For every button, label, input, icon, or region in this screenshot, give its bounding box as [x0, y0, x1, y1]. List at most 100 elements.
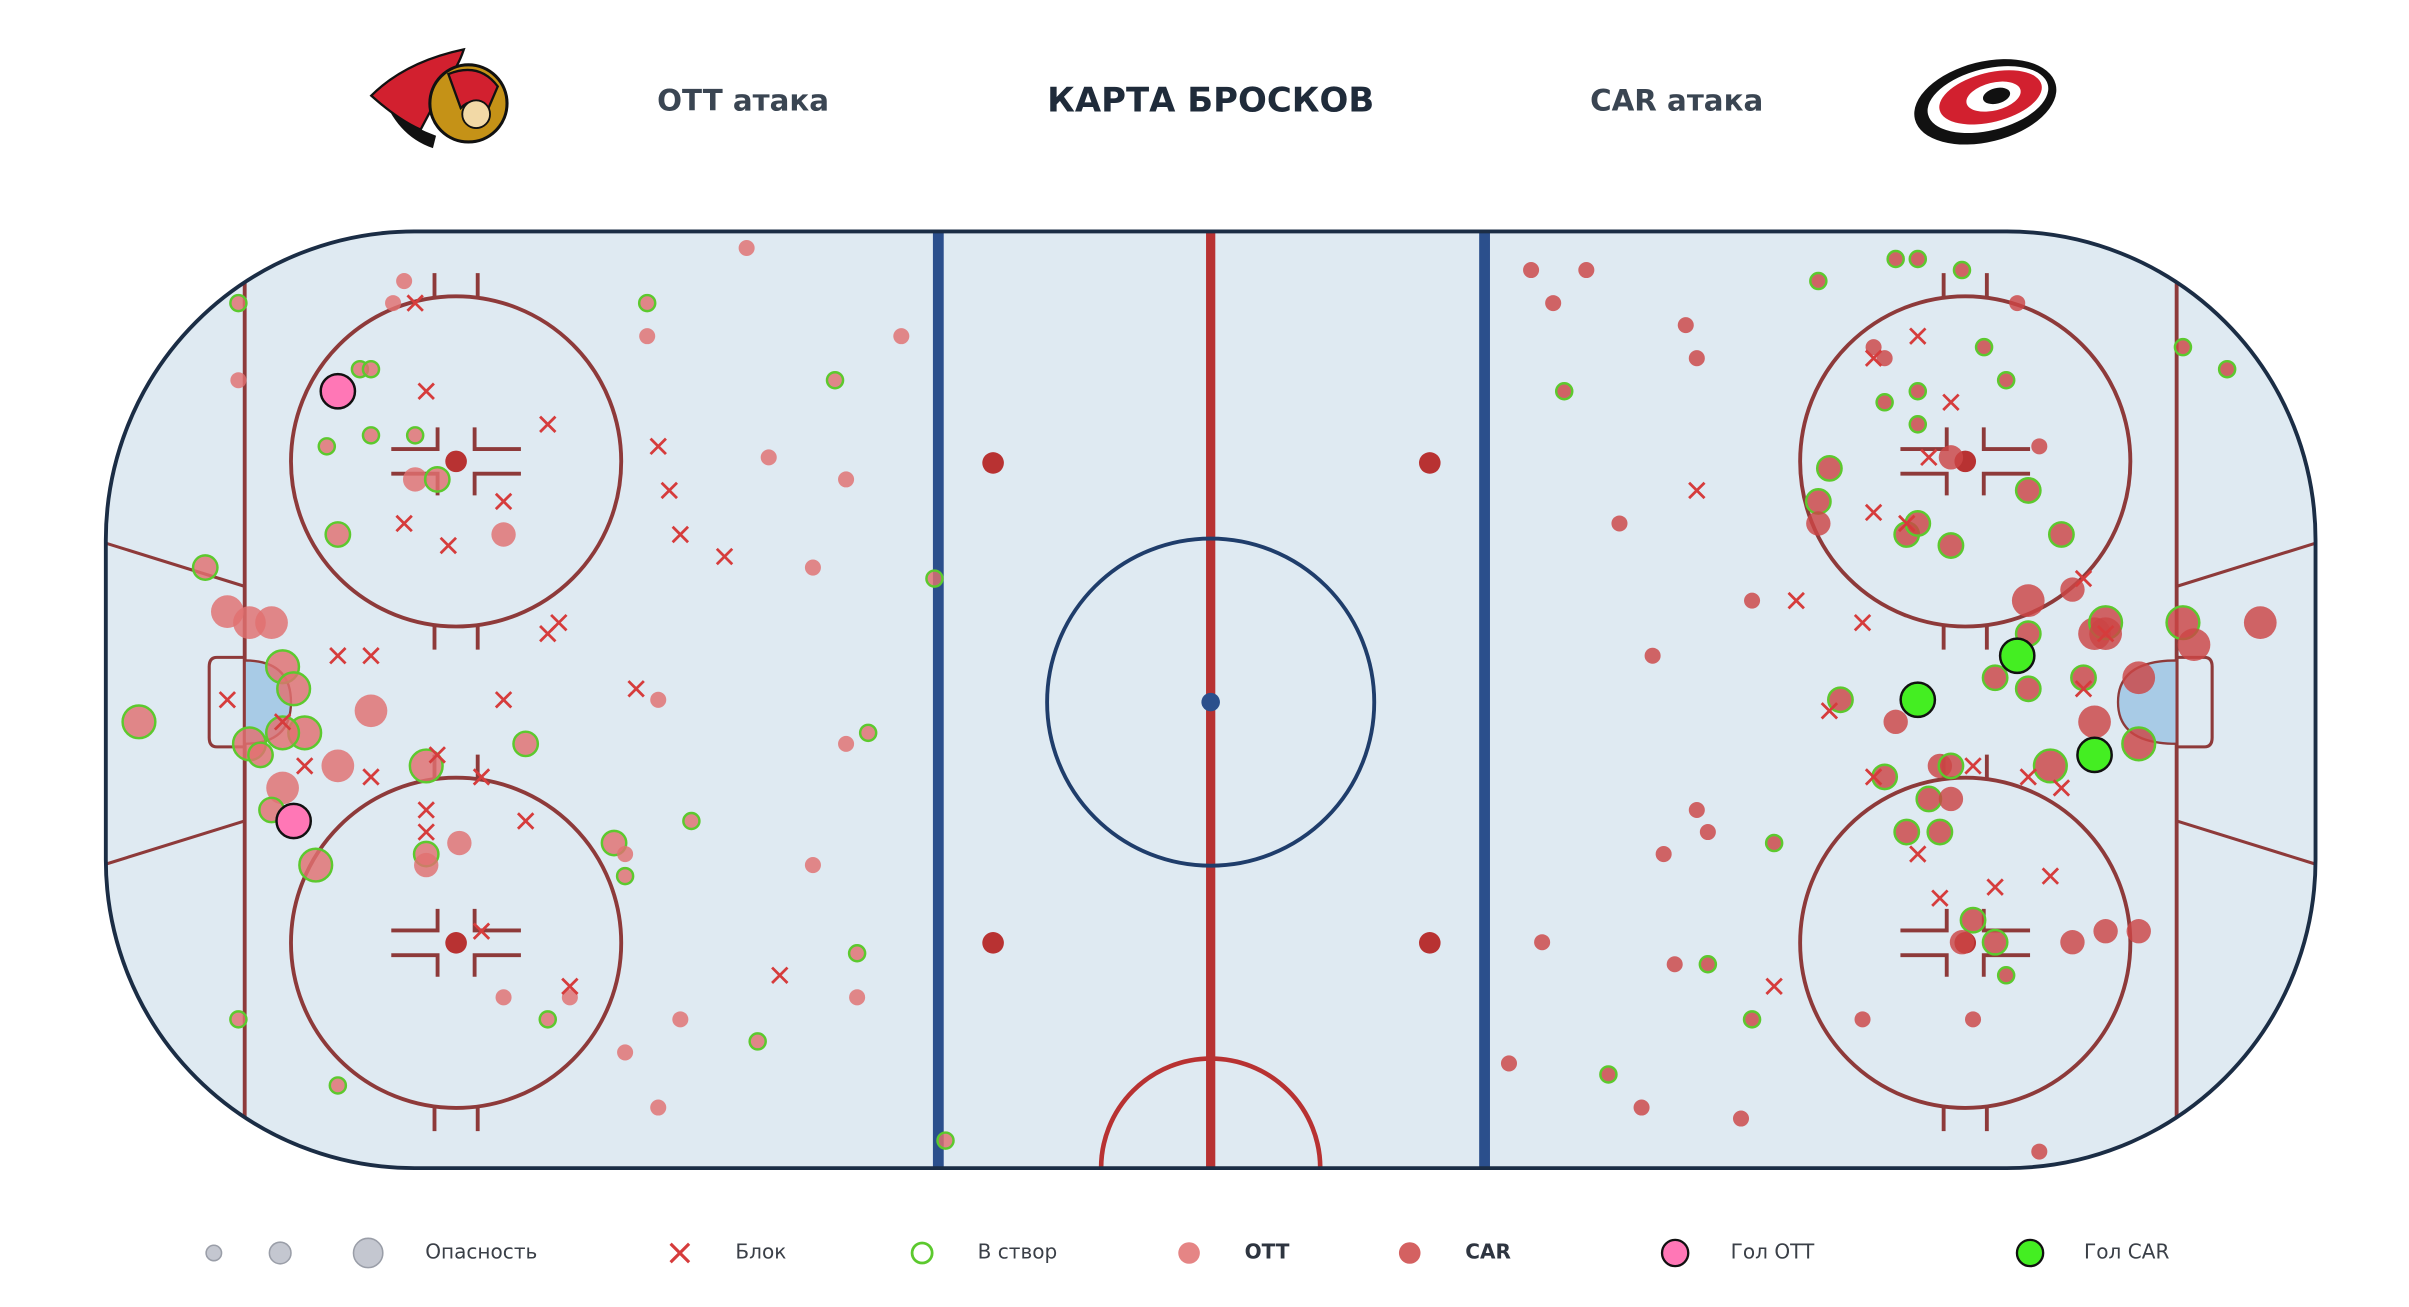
shot: [1974, 337, 1994, 357]
block: [1920, 448, 1938, 467]
block: [1864, 503, 1883, 522]
shot: [276, 671, 312, 707]
block: [329, 647, 347, 665]
legend: Опасность Блок В створ OTT CAR Гол OTT Г…: [205, 1237, 2169, 1269]
shot: [2031, 1143, 2048, 1160]
block: [2074, 680, 2093, 698]
shot: [405, 426, 425, 445]
shot: [1938, 786, 1964, 812]
shot: [1806, 511, 1831, 536]
block: [2074, 569, 2093, 588]
legend-label: CAR: [1465, 1239, 1511, 1263]
legend-size-small: [205, 1244, 223, 1262]
block: [1909, 845, 1927, 863]
shot: [682, 811, 701, 831]
shot: [2009, 295, 2026, 312]
shot: [266, 771, 299, 805]
shot: [229, 293, 248, 313]
shot: [229, 1010, 248, 1029]
shot: [893, 328, 910, 345]
block: [1765, 977, 1783, 995]
rink-markings: [105, 231, 2316, 1169]
shot: [1959, 906, 1987, 934]
shot: [672, 1011, 689, 1028]
boards: [103, 229, 2318, 1171]
shot: [2070, 664, 2097, 692]
legend-marker: [1660, 1238, 1690, 1268]
shot: [1644, 647, 1661, 664]
shot: [255, 606, 288, 640]
shot: [191, 554, 219, 581]
shot: [1688, 801, 1705, 819]
shot: [298, 847, 334, 883]
legend-label: Опасность: [425, 1239, 537, 1263]
shot: [1938, 445, 1964, 470]
block: [715, 547, 734, 566]
shot: [615, 866, 635, 886]
block: [472, 768, 491, 786]
shot: [1578, 262, 1595, 279]
shot: [1699, 824, 1716, 841]
goal: [1998, 637, 2036, 675]
legend-label: В створ: [978, 1239, 1058, 1263]
shot: [561, 989, 578, 1006]
shot: [2126, 919, 2151, 944]
shot: [385, 295, 402, 312]
shot: [650, 1099, 667, 1116]
shot: [617, 1044, 634, 1061]
shot: [1886, 249, 1905, 269]
shot: [1500, 1055, 1518, 1072]
faceoff-dot: [445, 932, 467, 954]
legend-size-medium: [268, 1241, 292, 1265]
block: [561, 977, 579, 995]
block: [1931, 889, 1949, 907]
shot: [2122, 661, 2156, 695]
block: [273, 713, 292, 731]
block: [1964, 757, 1982, 775]
rink: [103, 229, 2318, 1171]
block: [218, 691, 237, 709]
block: [1909, 327, 1927, 345]
shot: [1996, 370, 2016, 390]
shot: [1981, 928, 2009, 956]
shot: [936, 1131, 955, 1150]
goal: [319, 372, 357, 410]
shot: [317, 437, 337, 456]
shot: [247, 741, 274, 769]
block: [671, 525, 690, 544]
block: [1787, 591, 1805, 610]
block: [494, 492, 513, 511]
shot: [321, 749, 355, 783]
block: [1898, 514, 1916, 533]
shot: [2173, 337, 2193, 357]
shot: [1876, 350, 1893, 367]
block: [362, 768, 380, 786]
shot: [1883, 709, 1908, 735]
block: [771, 966, 789, 984]
shot: [1688, 350, 1705, 367]
block: [406, 294, 424, 312]
shot: [738, 239, 755, 257]
shot: [447, 830, 472, 856]
shot: [538, 1010, 558, 1029]
shot: [1545, 295, 1562, 312]
block: [362, 647, 380, 665]
shot: [2060, 930, 2085, 955]
shot: [2177, 628, 2211, 662]
shot: [1744, 592, 1761, 609]
shot: [847, 943, 867, 963]
shot: [1742, 1010, 1762, 1029]
shot: [265, 715, 301, 751]
shot: [1534, 934, 1551, 951]
shot: [2032, 748, 2068, 784]
shot: [1893, 818, 1921, 846]
shot: [328, 1076, 348, 1095]
car-logo: [1914, 59, 2057, 145]
block: [417, 382, 435, 400]
shot: [1926, 818, 1954, 846]
shot: [2031, 438, 2048, 455]
block: [2019, 768, 2037, 786]
block: [660, 481, 678, 500]
shot: [650, 691, 667, 708]
block: [1688, 481, 1706, 500]
